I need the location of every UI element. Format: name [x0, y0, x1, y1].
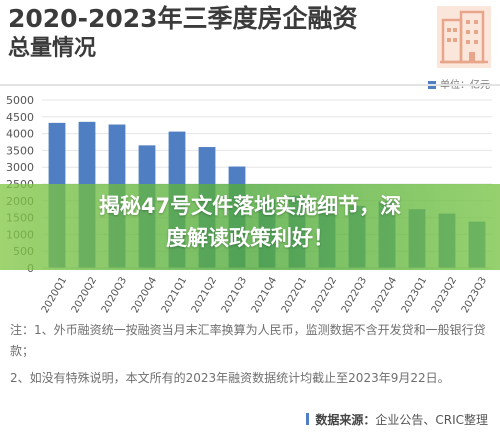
footnotes: 注：1、外币融资统一按融资当月末汇率换算为人民币，监测数据不含开发贷和一般银行贷…	[10, 320, 492, 389]
x-tick-label: 2021Q1	[160, 275, 189, 315]
x-tick-label: 2022Q3	[340, 275, 369, 315]
footnote-2: 2、如没有特殊说明，本文所有的2023年融资数据统计均截止至2023年9月22日…	[10, 371, 450, 385]
header-divider	[0, 84, 500, 86]
x-tick-label: 2023Q1	[400, 275, 429, 315]
x-tick-label: 2020Q1	[40, 275, 69, 315]
source-marker	[306, 413, 310, 425]
title-line-2: 总量情况	[8, 36, 97, 61]
banner-line-1: 揭秘47号文件落地实施细节，深	[98, 194, 402, 218]
overlay-banner[interactable]: 揭秘47号文件落地实施细节，深 度解读政策利好！	[0, 184, 500, 270]
x-tick-label: 2020Q3	[100, 275, 129, 315]
building-logo-icon	[437, 6, 491, 68]
x-tick-label: 2020Q4	[130, 275, 159, 315]
x-tick-label: 2023Q2	[430, 275, 459, 315]
x-tick-label: 2021Q2	[190, 275, 219, 315]
footnote-1: 注：1、外币融资统一按融资当月末汇率换算为人民币，监测数据不含开发贷和一般银行贷…	[10, 323, 486, 358]
source-text: 企业公告、CRIC整理	[375, 413, 488, 427]
x-tick-label: 2023Q3	[460, 275, 489, 315]
x-tick-label: 2022Q4	[370, 275, 399, 315]
data-source: 数据来源：企业公告、CRIC整理	[306, 411, 488, 428]
y-tick-label: 3000	[6, 161, 34, 174]
y-tick-label: 4000	[6, 128, 34, 141]
x-tick-label: 2021Q3	[220, 275, 249, 315]
x-tick-label: 2021Q4	[250, 275, 279, 315]
source-label: 数据来源：	[315, 413, 376, 427]
x-tick-label: 2022Q1	[280, 275, 309, 315]
y-tick-label: 4500	[6, 111, 34, 124]
title-line-1: 2020-2023年三季度房企融资	[8, 4, 358, 33]
y-tick-label: 3500	[6, 144, 34, 157]
chart-title: 2020-2023年三季度房企融资 总量情况	[8, 4, 418, 64]
banner-line-2: 度解读政策利好！	[166, 226, 334, 250]
x-tick-label: 2020Q2	[70, 275, 99, 315]
y-tick-label: 5000	[6, 94, 34, 107]
x-tick-label: 2022Q2	[310, 275, 339, 315]
